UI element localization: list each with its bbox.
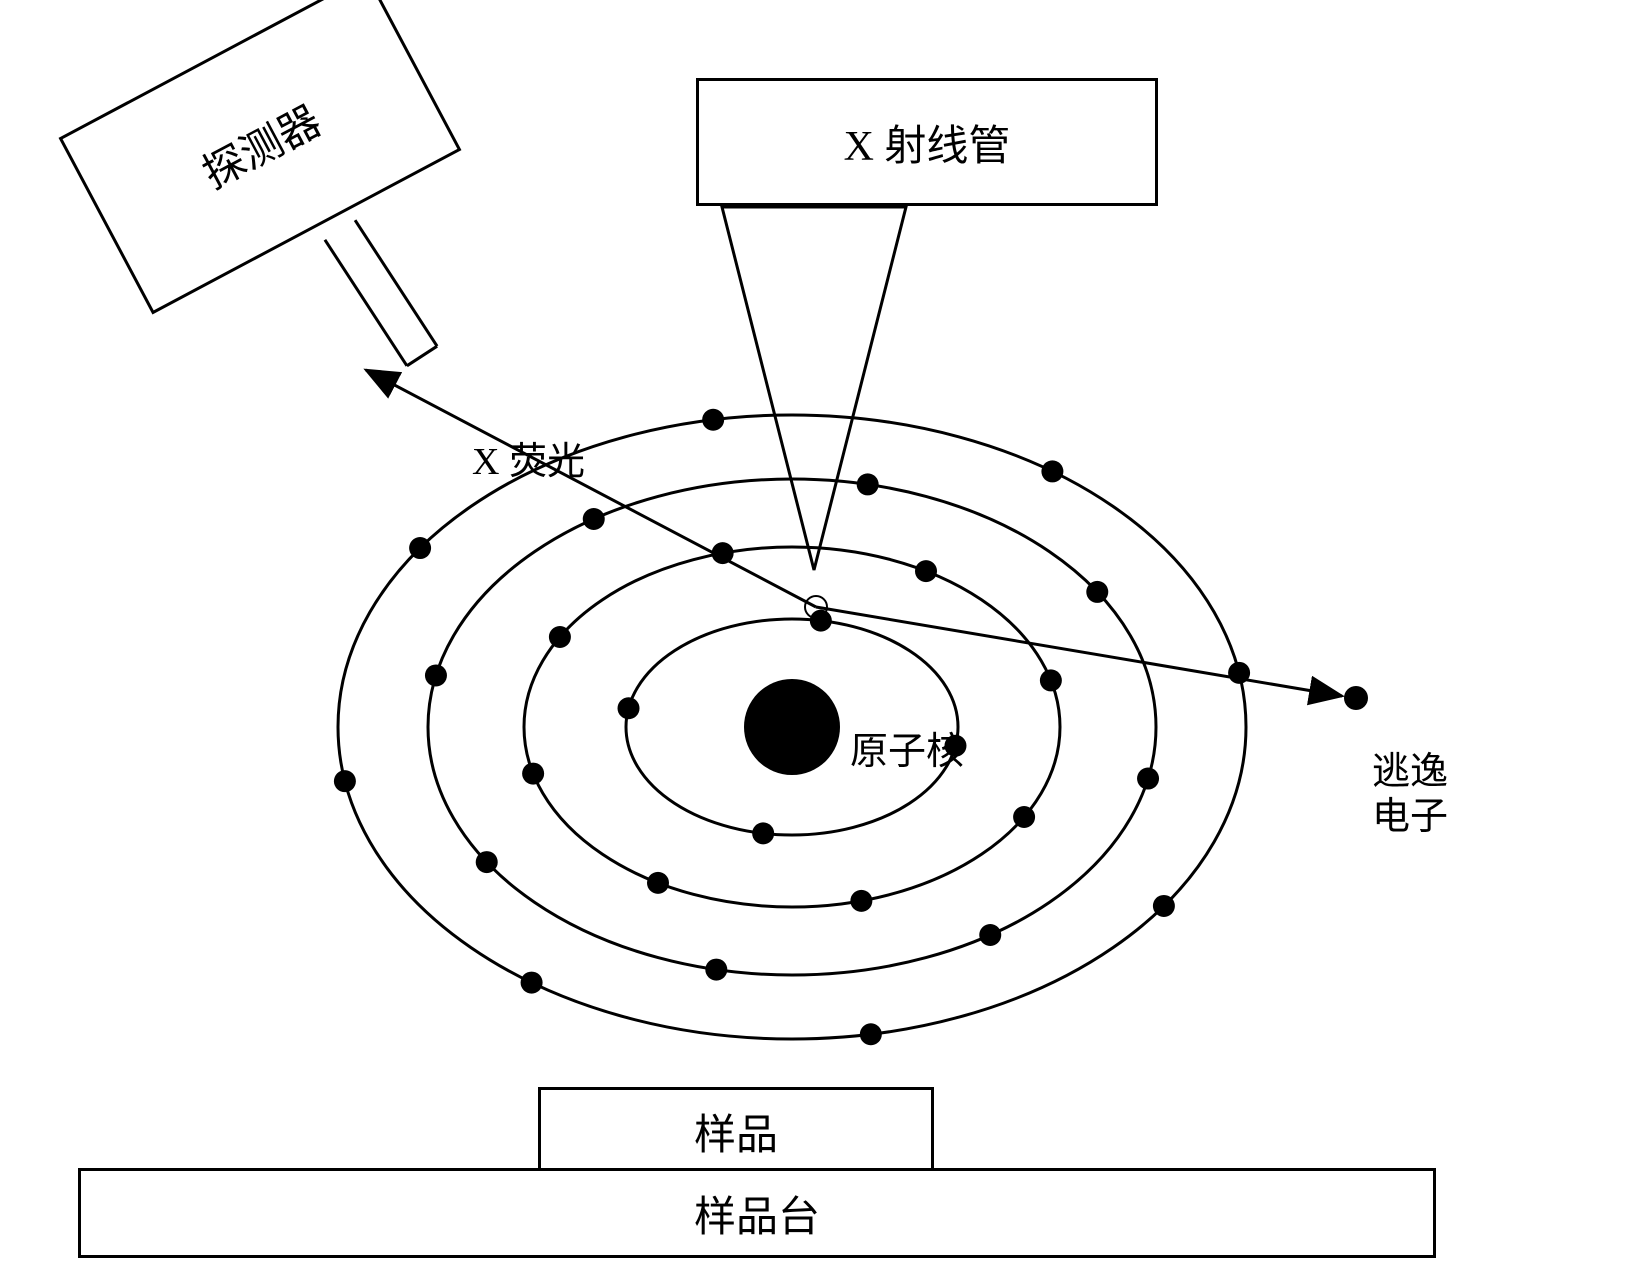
xray-tube-box: X 射线管 xyxy=(696,78,1158,206)
escape-electron-arrow xyxy=(816,607,1342,696)
escape-electron-dot xyxy=(1344,686,1368,710)
detector-label: 探测器 xyxy=(190,87,330,200)
xray-beam-triangle xyxy=(722,207,906,570)
x-fluorescence-label: X 荧光 xyxy=(472,430,585,485)
nucleus-circle xyxy=(744,679,840,775)
xray-tube-label: X 射线管 xyxy=(844,112,1011,173)
stage-label: 样品台 xyxy=(694,1183,820,1244)
electrons-group xyxy=(334,409,1250,1046)
sample-label: 样品 xyxy=(694,1101,778,1162)
escape-electron-label-2: 电子 xyxy=(1372,785,1448,840)
detector-stub xyxy=(325,220,437,366)
nucleus-label: 原子核 xyxy=(850,720,964,775)
fluorescence-arrow xyxy=(366,370,816,607)
detector-box: 探测器 xyxy=(59,0,462,314)
sample-box: 样品 xyxy=(538,1087,934,1173)
stage-box: 样品台 xyxy=(78,1168,1436,1258)
atom-shells xyxy=(338,415,1246,1039)
vacancy-circle xyxy=(805,596,827,618)
